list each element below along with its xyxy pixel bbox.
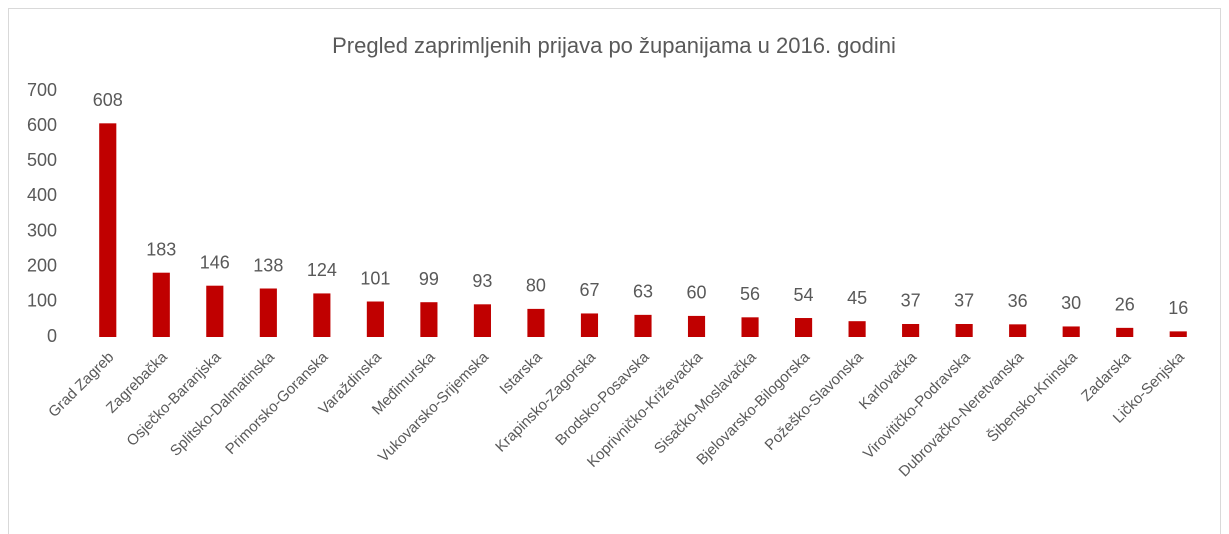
y-tick-label: 500 [27, 150, 57, 170]
bar [848, 321, 866, 337]
bar [902, 323, 920, 337]
data-label: 30 [1061, 293, 1081, 313]
data-label: 101 [360, 268, 390, 288]
x-tick-label: Sisačko-Moslavačka [651, 348, 760, 457]
bar [473, 304, 491, 337]
x-tick-label: Šibensko-Kninska [984, 348, 1081, 445]
bar [152, 272, 170, 337]
x-tick-label: Primorsko-Goranska [222, 348, 332, 458]
bar [313, 293, 331, 337]
data-label: 37 [901, 291, 921, 311]
x-tick-label: Osječko-Baranjska [123, 348, 224, 449]
y-tick-label: 0 [47, 326, 57, 346]
bar [955, 323, 973, 337]
data-label: 93 [472, 271, 492, 291]
bar [687, 315, 706, 337]
data-label: 183 [146, 239, 176, 259]
x-tick-label: Zadarska [1078, 348, 1135, 405]
x-tick-label: Požeško-Slavonska [762, 348, 868, 454]
y-tick-label: 600 [27, 115, 57, 135]
x-tick-label: Vukovarsko-Srijemska [375, 348, 493, 466]
bar [420, 302, 438, 337]
x-tick-label: Istarska [496, 348, 546, 398]
data-label: 54 [794, 285, 814, 305]
data-label: 146 [200, 252, 230, 272]
bar [1116, 327, 1134, 337]
data-label: 67 [579, 280, 599, 300]
bar [259, 288, 277, 337]
x-tick-label: Grad Zagreb [45, 349, 117, 421]
y-tick-label: 200 [27, 255, 57, 275]
bar [580, 313, 599, 337]
bar [1062, 326, 1080, 337]
x-tick-label: Virovitičko-Podravska [860, 348, 974, 462]
data-label: 60 [687, 283, 707, 303]
data-label: 138 [253, 255, 283, 275]
y-tick-label: 700 [27, 80, 57, 100]
chart-border [8, 8, 1221, 534]
data-label: 36 [1008, 291, 1028, 311]
bar [741, 317, 759, 337]
data-label: 63 [633, 282, 653, 302]
bar [99, 123, 117, 338]
bar [1169, 331, 1187, 337]
y-tick-label: 300 [27, 220, 57, 240]
data-label: 37 [954, 291, 974, 311]
chart-title: Pregled zaprimljenih prijava po županija… [332, 33, 896, 58]
bar [634, 314, 652, 337]
data-label: 26 [1115, 295, 1135, 315]
bar [206, 285, 224, 337]
y-tick-label: 400 [27, 185, 57, 205]
data-label: 124 [307, 260, 337, 280]
data-label: 56 [740, 284, 760, 304]
x-tick-label: Krapinsko-Zagorska [492, 348, 599, 455]
data-label: 45 [847, 288, 867, 308]
data-label: 99 [419, 269, 439, 289]
x-tick-label: Brodsko-Posavska [552, 348, 653, 449]
bar [795, 318, 813, 337]
bar [527, 308, 545, 337]
data-label: 608 [93, 90, 123, 110]
data-label: 16 [1168, 298, 1188, 318]
bar [366, 301, 384, 337]
y-tick-label: 100 [27, 291, 57, 311]
x-tick-label: Splitsko-Dalmatinska [167, 348, 279, 460]
bar [1009, 324, 1027, 337]
data-label: 80 [526, 276, 546, 296]
